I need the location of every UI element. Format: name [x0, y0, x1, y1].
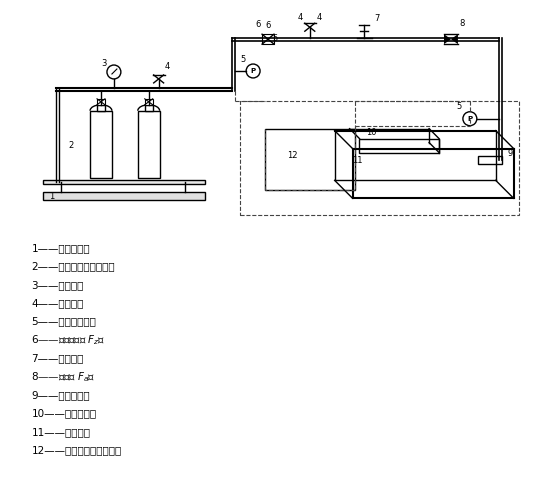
Bar [265, 129, 355, 191]
Text: 12——数据采集控制装置。: 12——数据采集控制装置。 [32, 445, 122, 455]
Text: 11——垃水盘；: 11——垃水盘； [32, 427, 90, 437]
Bar [97, 99, 105, 105]
Text: 2: 2 [69, 141, 74, 150]
Text: 3: 3 [101, 58, 107, 68]
Bar [360, 139, 439, 153]
Text: 4——排气阀；: 4——排气阀； [32, 298, 84, 308]
Text: 5: 5 [240, 54, 246, 64]
Text: 1: 1 [48, 192, 54, 201]
Bar [44, 192, 206, 200]
Text: 11: 11 [353, 156, 363, 165]
Circle shape [463, 112, 477, 126]
Text: 10: 10 [366, 128, 376, 137]
Text: 5——压力传感器；: 5——压力传感器； [32, 316, 96, 327]
Text: 9: 9 [507, 149, 512, 158]
Bar [90, 111, 112, 178]
Bar [262, 34, 274, 44]
Text: 1——称重装置；: 1——称重装置； [32, 243, 90, 253]
Text: P: P [467, 116, 472, 122]
Text: 6——流量调节阀 $F_z$；: 6——流量调节阀 $F_z$； [32, 333, 106, 347]
Text: 4: 4 [165, 62, 170, 70]
Text: 7——安全阀；: 7——安全阀； [32, 353, 84, 364]
Text: 4: 4 [317, 13, 323, 22]
Bar [478, 156, 502, 164]
Text: 9——被测啧嘴；: 9——被测啧嘴； [32, 390, 90, 400]
Polygon shape [444, 34, 451, 44]
Bar [145, 105, 153, 111]
Circle shape [246, 64, 260, 78]
Text: P: P [251, 68, 256, 74]
Text: 5: 5 [456, 102, 461, 111]
Text: 6: 6 [255, 20, 261, 29]
Bar [138, 111, 159, 178]
Text: 3——压力表；: 3——压力表； [32, 280, 84, 290]
Bar [44, 180, 206, 184]
Circle shape [107, 65, 121, 79]
Text: 7: 7 [375, 14, 380, 23]
Text: 12: 12 [287, 151, 297, 160]
Bar [145, 99, 153, 105]
Bar [97, 105, 105, 111]
Text: 6: 6 [265, 21, 271, 30]
Text: 5: 5 [273, 34, 277, 43]
Text: 8——启动阀 $F_a$；: 8——启动阀 $F_a$； [32, 370, 96, 383]
Text: 4: 4 [297, 13, 302, 22]
Bar [240, 101, 518, 215]
Polygon shape [451, 34, 458, 44]
Text: 2——二氧化碳贯存容器；: 2——二氧化碳贯存容器； [32, 261, 115, 271]
Text: 8: 8 [459, 19, 465, 28]
Text: 10——可调油盘；: 10——可调油盘； [32, 409, 96, 418]
